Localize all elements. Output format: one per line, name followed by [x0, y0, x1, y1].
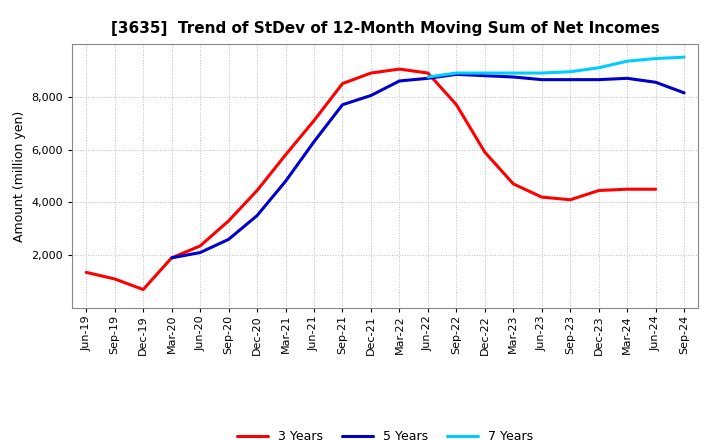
7 Years	[623, 59, 631, 64]
5 Years	[452, 72, 461, 77]
3 Years	[509, 181, 518, 187]
3 Years	[623, 187, 631, 192]
7 Years	[680, 55, 688, 60]
3 Years	[310, 118, 318, 123]
5 Years	[282, 179, 290, 184]
7 Years	[652, 56, 660, 61]
5 Years	[566, 77, 575, 82]
5 Years	[167, 255, 176, 260]
3 Years	[282, 152, 290, 158]
5 Years	[652, 80, 660, 85]
3 Years	[253, 188, 261, 193]
Legend: 3 Years, 5 Years, 7 Years: 3 Years, 5 Years, 7 Years	[232, 425, 539, 440]
7 Years	[509, 70, 518, 76]
5 Years	[595, 77, 603, 82]
3 Years	[338, 81, 347, 86]
5 Years	[196, 250, 204, 255]
5 Years	[423, 76, 432, 81]
7 Years	[595, 65, 603, 70]
3 Years	[652, 187, 660, 192]
3 Years	[452, 102, 461, 107]
5 Years	[225, 237, 233, 242]
3 Years	[595, 188, 603, 193]
3 Years	[366, 70, 375, 76]
3 Years	[139, 287, 148, 292]
3 Years	[110, 276, 119, 282]
3 Years	[82, 270, 91, 275]
7 Years	[566, 69, 575, 74]
7 Years	[537, 70, 546, 76]
Line: 7 Years: 7 Years	[428, 57, 684, 77]
3 Years	[395, 66, 404, 72]
3 Years	[423, 70, 432, 76]
5 Years	[253, 213, 261, 218]
3 Years	[196, 243, 204, 249]
Line: 3 Years: 3 Years	[86, 69, 656, 290]
5 Years	[395, 78, 404, 84]
3 Years	[480, 150, 489, 155]
7 Years	[480, 70, 489, 76]
5 Years	[310, 139, 318, 144]
5 Years	[623, 76, 631, 81]
5 Years	[366, 93, 375, 98]
3 Years	[225, 218, 233, 224]
3 Years	[566, 197, 575, 202]
Line: 5 Years: 5 Years	[171, 74, 684, 258]
7 Years	[452, 70, 461, 76]
3 Years	[167, 255, 176, 260]
5 Years	[680, 90, 688, 95]
Title: [3635]  Trend of StDev of 12-Month Moving Sum of Net Incomes: [3635] Trend of StDev of 12-Month Moving…	[111, 21, 660, 36]
Y-axis label: Amount (million yen): Amount (million yen)	[13, 110, 26, 242]
5 Years	[480, 73, 489, 78]
3 Years	[537, 194, 546, 200]
5 Years	[509, 74, 518, 80]
5 Years	[338, 102, 347, 107]
5 Years	[537, 77, 546, 82]
7 Years	[423, 74, 432, 80]
